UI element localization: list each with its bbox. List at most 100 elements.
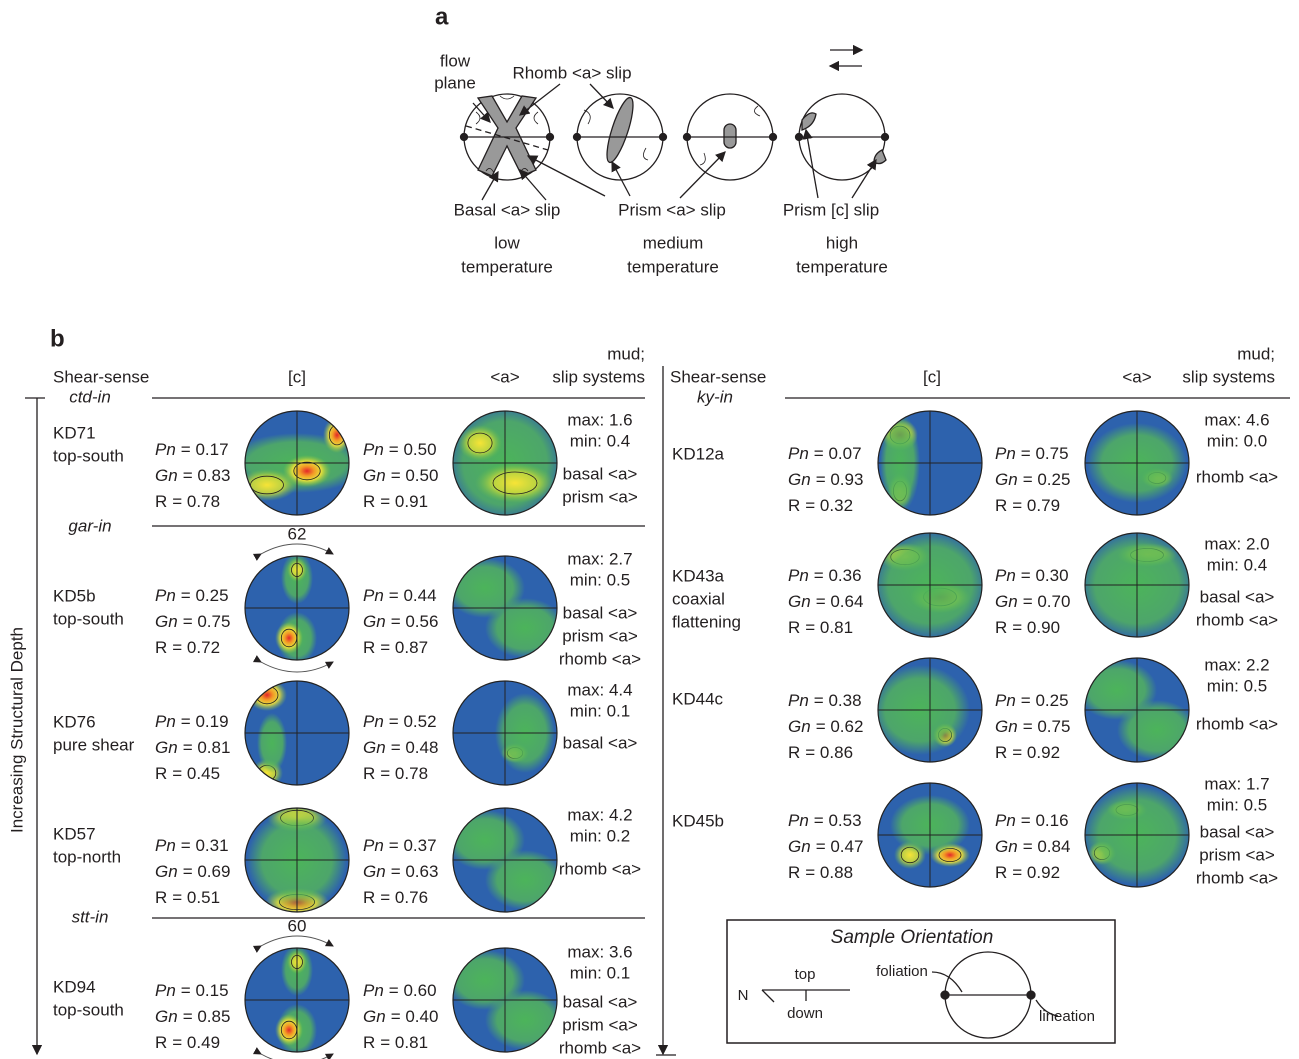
stat-value: = 0.84 [1023, 837, 1071, 856]
label: <a> [1122, 367, 1151, 386]
label: temperature [627, 257, 719, 276]
stat: R= 0.92 [995, 743, 1060, 762]
stat-symbol: Gn [363, 1007, 386, 1026]
label: ctd-in [69, 387, 111, 406]
stat-symbol: Pn [155, 981, 176, 1000]
stat: R= 0.81 [788, 618, 853, 637]
stat-symbol: Pn [155, 712, 176, 731]
label: min: 0.0 [1207, 431, 1267, 450]
stat-value: = 0.90 [1012, 618, 1060, 637]
stat: Gn= 0.93 [788, 470, 863, 489]
stat-symbol: Pn [363, 586, 384, 605]
stat-value: = 0.30 [1021, 566, 1069, 585]
stat: Gn= 0.40 [363, 1007, 438, 1026]
angle-arc [261, 662, 333, 672]
label: max: 4.4 [567, 680, 632, 699]
stat: Pn= 0.07 [788, 444, 862, 463]
label: rhomb <a> [559, 1038, 641, 1057]
stat-value: = 0.36 [814, 566, 862, 585]
stat-symbol: Gn [995, 717, 1018, 736]
stat-symbol: Pn [788, 811, 809, 830]
stat: Gn= 0.25 [995, 470, 1070, 489]
stat: Gn = 0.50 [363, 466, 438, 485]
stat-symbol: Gn [363, 466, 386, 485]
stat-symbol: R [155, 638, 167, 657]
label: max: 2.7 [567, 549, 632, 568]
stereonet [445, 403, 565, 523]
stat-symbol: R [363, 638, 375, 657]
label: top-south [53, 1000, 124, 1019]
label: rhomb <a> [1196, 467, 1278, 486]
stat: Pn= 0.52 [363, 712, 437, 731]
stat-symbol: Pn [155, 586, 176, 605]
stat-value: = 0.92 [1012, 863, 1060, 882]
stat-value: = 0.15 [181, 981, 229, 1000]
stat-value: = 0.88 [805, 863, 853, 882]
annotation: Basal <a> slip [454, 200, 561, 219]
stat-value: = 0.83 [183, 466, 231, 485]
panel-label: a [435, 3, 449, 30]
stat-symbol: Pn [155, 836, 176, 855]
orientation-label: lineation [1039, 1008, 1095, 1025]
orientation-label: down [787, 1005, 823, 1022]
stat-symbol: Pn [363, 712, 384, 731]
stat: Pn= 0.30 [995, 566, 1069, 585]
label: KD45b [672, 811, 724, 830]
stat: R= 0.76 [363, 888, 428, 907]
label: <a> [490, 367, 519, 386]
annotation: Rhomb <a> slip [512, 63, 631, 82]
stat-symbol: Pn [363, 981, 384, 1000]
angle-arc [261, 936, 333, 946]
stat: R= 0.81 [363, 1033, 428, 1052]
stereonet [1082, 783, 1192, 887]
label: KD76 [53, 712, 96, 731]
stat: R= 0.72 [155, 638, 220, 657]
stat-value: = 0.93 [816, 470, 864, 489]
label: KD5b [53, 586, 96, 605]
stat: R = 0.78 [155, 492, 220, 511]
stat: Pn = 0.19 [155, 712, 229, 731]
stat-value: = 0.50 [391, 466, 439, 485]
stat: Pn= 0.36 [788, 566, 862, 585]
label: temperature [461, 257, 553, 276]
label: basal <a> [1200, 822, 1275, 841]
stat-symbol: Pn [995, 444, 1016, 463]
label: max: 4.2 [567, 805, 632, 824]
orientation-label: top [795, 966, 816, 983]
stat: Gn= 0.81 [155, 738, 230, 757]
stereonet [245, 804, 349, 916]
stat: R= 0.45 [155, 764, 220, 783]
angle-arc [261, 1054, 333, 1059]
label: prism <a> [562, 487, 638, 506]
label: slip systems [1182, 367, 1275, 386]
stat: Gn= 0.47 [788, 837, 863, 856]
stat-symbol: R [788, 496, 800, 515]
annotation: Prism [c] slip [783, 200, 879, 219]
figure: a flow plane Rhomb <a> slip Basal <a> sl… [0, 0, 1299, 1059]
stat-value: = 0.19 [181, 712, 229, 731]
stat: Pn= 0.31 [155, 836, 229, 855]
stat-value: = 0.78 [172, 492, 220, 511]
stat-value: = 0.85 [183, 1007, 231, 1026]
stat-value: = 0.25 [1021, 691, 1069, 710]
annotation: plane [434, 73, 476, 92]
density [275, 1014, 303, 1046]
label: [c] [288, 367, 306, 386]
stat-symbol: Pn [788, 444, 809, 463]
stat-symbol: Pn [788, 691, 809, 710]
label: rhomb <a> [1196, 868, 1278, 887]
label: Shear-sense [53, 367, 149, 386]
label: min: 0.5 [1207, 676, 1267, 695]
stat-value: = 0.25 [181, 586, 229, 605]
stat-value: = 0.75 [1021, 444, 1069, 463]
stat-symbol: Pn [363, 440, 384, 459]
stat: Gn= 0.75 [995, 717, 1070, 736]
stat: R= 0.79 [995, 496, 1060, 515]
stat-symbol: R [155, 492, 167, 511]
stat: Pn= 0.38 [788, 691, 862, 710]
label: basal <a> [563, 464, 638, 483]
stat-value: = 0.75 [183, 612, 231, 631]
stat-symbol: Gn [995, 592, 1018, 611]
label: low [494, 233, 520, 252]
label: mud; [607, 344, 645, 363]
